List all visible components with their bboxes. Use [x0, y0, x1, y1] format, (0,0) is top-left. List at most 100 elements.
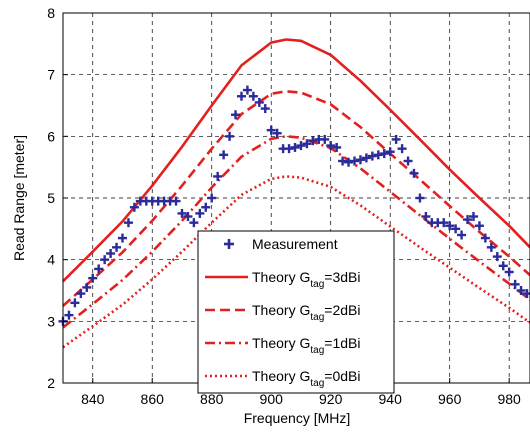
series-curves [62, 38, 530, 349]
legend-item: Theory Gtag=3dBi [205, 269, 360, 290]
measurement-point [486, 242, 496, 252]
measurement-point [498, 261, 508, 271]
measurement-point [76, 289, 86, 299]
measurement-point [88, 273, 98, 283]
y-axis-label: Read Range [meter] [11, 135, 27, 261]
legend: Measurement Theory Gtag=3dBi Theory Gtag=2… [197, 230, 395, 394]
y-tick-label: 5 [47, 190, 55, 206]
measurement-point [516, 286, 526, 295]
measurement-point [308, 136, 318, 146]
measurement-point [260, 104, 270, 114]
measurement-point [367, 151, 377, 161]
measurement-point [320, 134, 330, 144]
legend-label: Theory Gtag=0dBi [252, 368, 360, 389]
measurement-point [225, 131, 235, 141]
legend-item: Theory Gtag=2dBi [205, 302, 360, 323]
measurement-point [219, 150, 229, 160]
measurement-point [266, 125, 276, 135]
measurement-point [415, 193, 425, 203]
measurement-point [254, 97, 264, 107]
x-tick-label: 880 [200, 391, 224, 407]
theory-curve-4 [62, 175, 530, 349]
measurement-point [171, 196, 181, 206]
measurement-point [391, 134, 401, 144]
theory-curve-3 [62, 135, 530, 329]
measurement-point [332, 142, 342, 152]
measurement-point [385, 147, 395, 157]
measurement-point [457, 230, 467, 240]
measurement-point [248, 91, 258, 101]
measurement-point [213, 171, 223, 181]
measurement-point [207, 193, 217, 203]
measurement-point [296, 141, 306, 151]
measurement-point [290, 142, 300, 152]
measurement-point [82, 282, 92, 292]
measurement-point [284, 144, 294, 154]
x-tick-label: 860 [141, 391, 165, 407]
measurement-point [242, 85, 252, 95]
measurement-point [100, 255, 110, 265]
measurement-point [117, 233, 127, 243]
legend-box [197, 230, 395, 394]
measurement-point [326, 141, 336, 151]
measurement-point [112, 242, 122, 252]
measurement-point [338, 156, 348, 166]
legend-item: Measurement [224, 236, 338, 252]
y-tick-label: 8 [47, 5, 55, 21]
measurement-point [123, 218, 133, 228]
measurement-point [177, 208, 187, 218]
x-tick-label: 960 [438, 391, 462, 407]
legend-label: Theory Gtag=3dBi [252, 269, 360, 290]
measurement-point [355, 155, 365, 165]
x-tick-label: 980 [497, 391, 521, 407]
y-tick-label: 2 [47, 375, 55, 391]
measurement-point [189, 218, 199, 228]
measurement-point [302, 139, 312, 149]
measurement-point [439, 218, 449, 228]
measurement-point [201, 202, 211, 212]
measurement-point [195, 208, 205, 218]
x-tick-label: 840 [81, 391, 105, 407]
measurement-point [64, 310, 74, 320]
measurement-point [403, 156, 413, 166]
legend-item: Theory Gtag=0dBi [205, 368, 360, 389]
x-tick-label: 940 [379, 391, 403, 407]
measurement-point [379, 149, 389, 159]
measurement-markers [58, 85, 530, 326]
x-axis-label: Frequency [MHz] [244, 410, 351, 426]
measurement-point [480, 233, 490, 243]
measurement-point [421, 212, 431, 221]
measurement-point [129, 202, 139, 212]
y-tick-label: 7 [47, 67, 55, 83]
theory-curve-1 [62, 38, 530, 283]
x-tick-label: 900 [260, 391, 284, 407]
measurement-point [373, 150, 383, 160]
measurement-point [504, 267, 514, 277]
y-tick-label: 4 [47, 252, 55, 268]
measurement-point [350, 156, 360, 166]
axis-ticks: 840 860 880 900 920 940 960 980 2 3 4 5 6 7 8 [47, 5, 521, 407]
measurement-point [236, 91, 246, 101]
measurement-point [70, 298, 80, 308]
measurement-point [445, 221, 455, 231]
legend-item: Theory Gtag=1dBi [205, 335, 360, 356]
legend-label: Theory Gtag=1dBi [252, 335, 360, 356]
measurement-point [474, 221, 484, 231]
measurement-point [183, 212, 193, 221]
measurement-point [94, 264, 104, 274]
measurement-point [409, 168, 419, 178]
legend-label: Measurement [252, 236, 338, 252]
measurement-point [361, 153, 371, 163]
y-tick-label: 3 [47, 313, 55, 329]
measurement-point [272, 128, 282, 138]
measurement-point [106, 249, 116, 258]
measurement-point [492, 252, 502, 262]
measurement-point [397, 144, 407, 154]
measurement-point [463, 215, 473, 225]
legend-label: Theory Gtag=2dBi [252, 302, 360, 323]
x-tick-label: 920 [319, 391, 343, 407]
measurement-point [468, 212, 478, 221]
measurement-point [344, 157, 354, 167]
measurement-point [522, 289, 530, 299]
